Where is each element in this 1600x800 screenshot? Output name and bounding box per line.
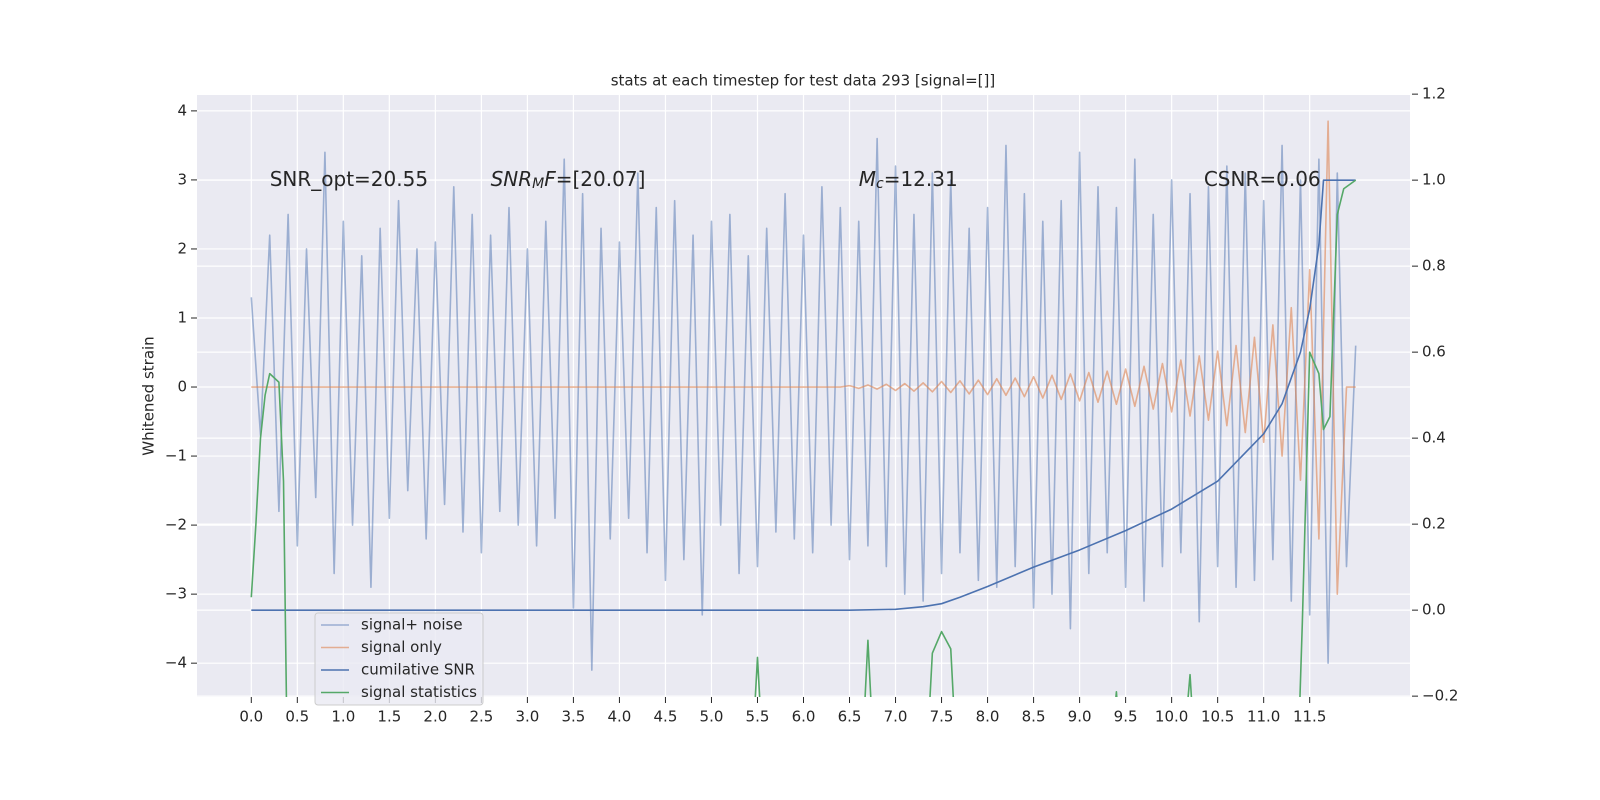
x-tick-label: 7.0 <box>884 708 908 726</box>
annotation-part: SNR_opt=20.55 <box>270 166 428 190</box>
y-tick-label: −2 <box>165 516 187 534</box>
x-tick-label: 6.0 <box>792 708 816 726</box>
legend-label: signal statistics <box>361 683 477 701</box>
y2-tick-label: 0.6 <box>1422 343 1446 361</box>
x-tick-label: 11.0 <box>1247 708 1280 726</box>
series-line <box>250 179 1357 697</box>
annotation-part: c <box>876 176 884 192</box>
y2-tick-label: 0.4 <box>1422 429 1446 447</box>
y-tick-label: 2 <box>177 239 187 257</box>
x-tick-label: 2.5 <box>469 708 493 726</box>
legend-box <box>314 612 484 706</box>
y-tick-label: 4 <box>177 101 187 119</box>
y2-tick-label: 1.2 <box>1422 85 1446 103</box>
annotation-part: F <box>544 166 556 190</box>
x-tick-label: 4.5 <box>654 708 678 726</box>
x-tick-label: 11.5 <box>1293 708 1326 726</box>
annotation-part: CSNR=0.06 <box>1204 166 1321 190</box>
y2-tick-label: 0.8 <box>1422 257 1446 275</box>
y2-tick-label: 1.0 <box>1422 171 1446 189</box>
annotation-part: =[20.07] <box>556 166 646 190</box>
series-group <box>250 120 1357 697</box>
x-tick-label: 8.0 <box>976 708 1000 726</box>
x-tick-label: 0.5 <box>285 708 309 726</box>
annotation-part: SNR <box>491 166 533 190</box>
x-tick-label: 9.5 <box>1114 708 1138 726</box>
legend: signal+ noise signal only cumilative SNR si… <box>314 612 484 706</box>
x-tick-label: 3.0 <box>515 708 539 726</box>
chart-title: stats at each timestep for test data 293… <box>611 72 996 90</box>
x-tick-label: 1.0 <box>331 708 355 726</box>
y2-tick-label: 0.0 <box>1422 601 1446 619</box>
y-axis-label: Whitened strain <box>140 336 158 455</box>
x-tick-label: 3.5 <box>561 708 585 726</box>
annotation-part: M <box>532 176 544 192</box>
x-tick-label: 0.0 <box>239 708 263 726</box>
annotation-part: =12.31 <box>884 166 958 190</box>
legend-label: signal only <box>361 638 442 656</box>
annotation: SNRMF=[20.07] <box>491 166 646 192</box>
y-tick-label: −1 <box>165 447 187 465</box>
y-tick-label: 0 <box>177 378 187 396</box>
x-tick-label: 8.5 <box>1022 708 1046 726</box>
x-tick-label: 7.5 <box>930 708 954 726</box>
x-tick-label: 6.5 <box>838 708 862 726</box>
annotation: SNR_opt=20.55 <box>270 166 428 190</box>
annotation-part: M <box>859 166 876 190</box>
legend-label: cumilative SNR <box>361 661 475 679</box>
x-tick-label: 5.5 <box>746 708 770 726</box>
series-line <box>250 137 1357 671</box>
grid <box>197 93 1410 697</box>
x-tick-label: 1.5 <box>377 708 401 726</box>
annotation: CSNR=0.06 <box>1204 166 1321 190</box>
y-tick-label: 3 <box>177 170 187 188</box>
y2-tick-label: −0.2 <box>1422 687 1458 705</box>
y2-tick-label: 0.2 <box>1422 515 1446 533</box>
series-line <box>251 179 1356 611</box>
y-tick-label: −3 <box>165 585 187 603</box>
x-tick-label: 10.5 <box>1201 708 1234 726</box>
y-tick-label: −4 <box>165 654 187 672</box>
x-tick-label: 4.0 <box>608 708 632 726</box>
x-tick-label: 5.0 <box>700 708 724 726</box>
y-tick-label: 1 <box>177 308 187 326</box>
annotation: Mc=12.31 <box>859 166 958 192</box>
legend-label: signal+ noise <box>361 616 463 634</box>
x-tick-label: 9.0 <box>1068 708 1092 726</box>
x-tick-label: 10.0 <box>1155 708 1188 726</box>
x-tick-label: 2.0 <box>423 708 447 726</box>
series-line <box>251 120 1356 595</box>
